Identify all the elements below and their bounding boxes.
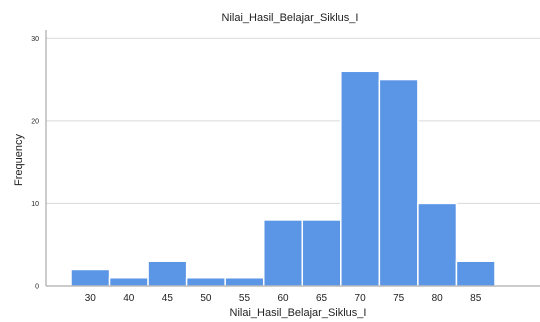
x-tick-label: 30 <box>85 293 97 304</box>
x-tick-label: 80 <box>432 293 444 304</box>
x-tick-label: 65 <box>316 293 328 304</box>
bar <box>224 276 265 287</box>
bar <box>417 202 458 287</box>
x-tick-label: 45 <box>162 293 174 304</box>
x-tick-label: 85 <box>470 293 482 304</box>
x-tick-label: 60 <box>277 293 289 304</box>
y-tick-label: 10 <box>31 201 39 208</box>
bar <box>378 78 419 287</box>
bar <box>70 268 111 287</box>
x-tick-label: 50 <box>200 293 212 304</box>
y-axis-title: Frequency <box>13 134 25 186</box>
x-tick-label: 75 <box>393 293 405 304</box>
y-tick-labels: 0 10 20 30 <box>31 36 39 291</box>
x-tick-label: 40 <box>123 293 135 304</box>
bar <box>185 276 226 287</box>
x-tick-labels: 30 40 45 50 55 60 65 70 75 80 85 <box>85 293 482 304</box>
bars <box>70 70 496 287</box>
bar <box>262 219 304 287</box>
bar <box>340 70 381 287</box>
chart-title: Nilai_Hasil_Belajar_Siklus_I <box>222 12 359 24</box>
bar <box>147 260 188 287</box>
grid-lines <box>46 37 540 204</box>
y-tick-label: 0 <box>35 284 39 291</box>
y-tick-label: 30 <box>31 36 39 43</box>
x-tick-label: 70 <box>355 293 367 304</box>
bar <box>108 276 149 287</box>
x-axis-title: Nilai_Hasil_Belajar_Siklus_I <box>230 307 367 319</box>
y-tick-label: 20 <box>31 118 39 125</box>
x-tick-label: 55 <box>239 293 251 304</box>
bar <box>455 260 496 287</box>
bar <box>301 219 342 287</box>
